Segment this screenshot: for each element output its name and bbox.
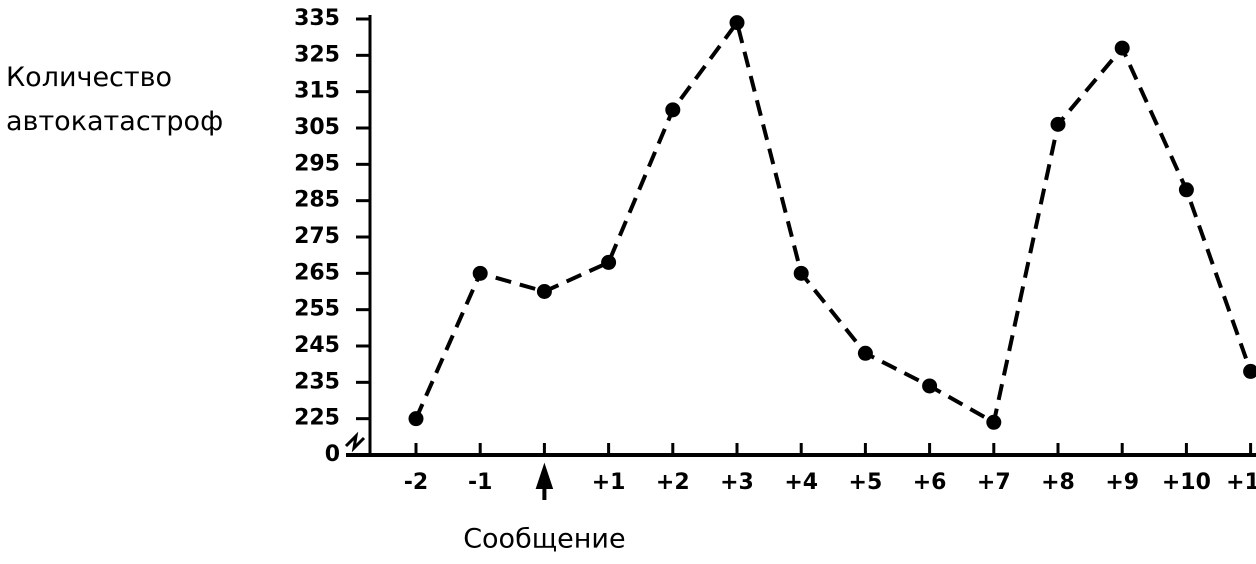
x-tick-label: +5 [849,470,883,495]
y-tick-label: 275 [294,224,340,249]
y-tick-label: 315 [294,79,340,104]
y-tick-label: 305 [294,115,340,140]
x-tick-label: +4 [784,470,818,495]
x-tick-label: -2 [404,470,428,495]
y-tick-label: 245 [294,333,340,358]
x-tick-label: +10 [1162,470,1211,495]
x-tick-label: +1 [592,470,626,495]
x-tick-label: +8 [1041,470,1075,495]
point [729,15,745,31]
point [857,345,873,361]
point [1050,116,1066,132]
y-tick-label: 225 [294,406,340,431]
annotation-arrow [535,462,554,500]
x-tick-label: +2 [656,470,690,495]
point [922,378,938,394]
point [536,284,552,299]
point [601,254,617,270]
x-tick-label: +3 [720,470,754,495]
y-tick-label: 295 [294,151,340,176]
y-tick-label: 255 [294,297,340,322]
y-tick-label: 285 [294,188,340,213]
y-tick-label: 0 [325,442,340,467]
axis-break [344,431,366,453]
y-axis-title: Количество автокатастроф [6,62,224,137]
y-tick-label: 325 [294,42,340,67]
point [472,265,488,281]
point [1178,182,1194,198]
x-tick-label: -1 [468,470,492,495]
y-tick-label: 265 [294,260,340,285]
x-tick-label: +11 [1226,470,1256,495]
y-tick-label: 235 [294,369,340,394]
y-tick-label: 335 [294,6,340,31]
point [986,414,1002,430]
point [1114,40,1130,56]
point [793,265,809,281]
point [665,102,681,118]
line [414,18,1253,426]
x-tick-label: +7 [977,470,1011,495]
point [408,411,424,427]
x-tick-label: +9 [1105,470,1139,495]
x-tick-label: +6 [913,470,947,495]
annotation: Сообщение [463,524,625,555]
point [1243,363,1256,379]
